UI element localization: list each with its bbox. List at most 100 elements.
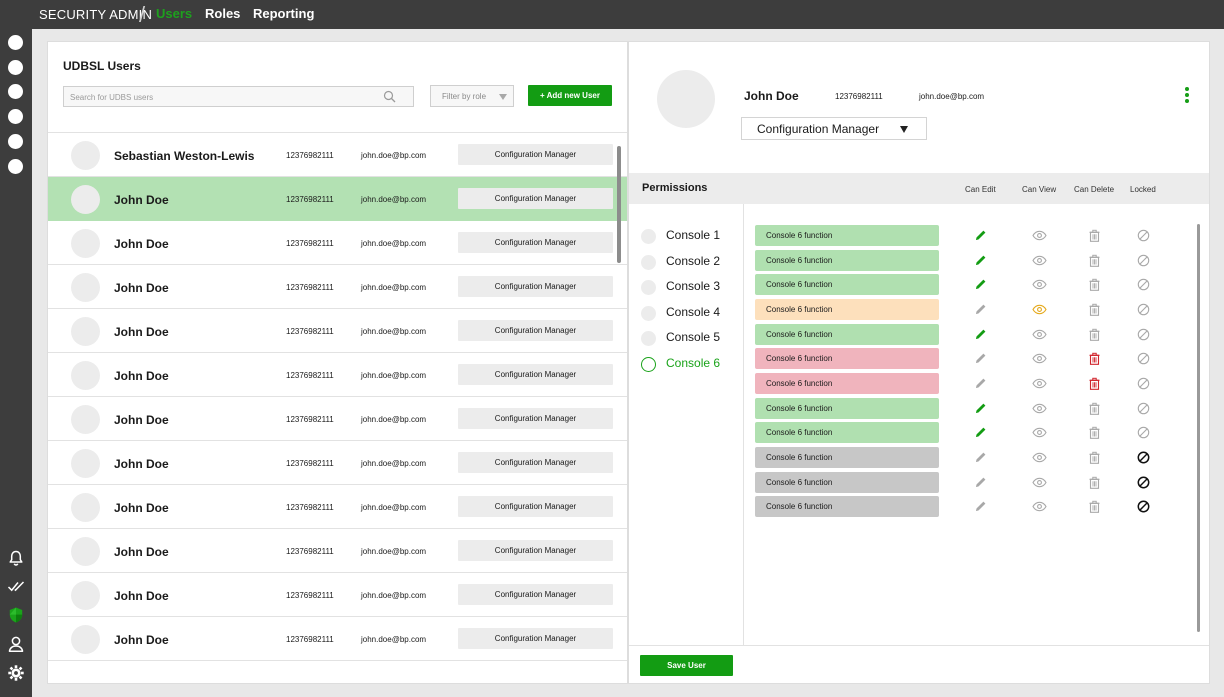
- delete-trash-icon[interactable]: [1087, 376, 1102, 391]
- delete-trash-icon[interactable]: [1087, 425, 1102, 440]
- delete-trash-icon[interactable]: [1087, 253, 1102, 268]
- user-row[interactable]: John Doe 12376982111 john.doe@bp.com Con…: [48, 529, 627, 573]
- edit-pencil-icon[interactable]: [973, 253, 988, 268]
- filter-by-role-dropdown[interactable]: Filter by role: [430, 85, 514, 107]
- add-user-button[interactable]: + Add new User: [528, 85, 612, 106]
- view-eye-icon[interactable]: [1032, 351, 1047, 366]
- delete-trash-icon[interactable]: [1087, 499, 1102, 514]
- locked-icon[interactable]: [1136, 450, 1151, 465]
- locked-icon[interactable]: [1136, 302, 1151, 317]
- function-label[interactable]: Console 6 function: [755, 496, 939, 518]
- user-role-badge[interactable]: Configuration Manager: [458, 628, 613, 649]
- user-role-badge[interactable]: Configuration Manager: [458, 364, 613, 385]
- function-label[interactable]: Console 6 function: [755, 397, 939, 419]
- sidebar-item-5[interactable]: [8, 134, 23, 149]
- sidebar-item-2[interactable]: [8, 60, 23, 75]
- user-row[interactable]: John Doe 12376982111 john.doe@bp.com Con…: [48, 485, 627, 529]
- user-role-badge[interactable]: Configuration Manager: [458, 408, 613, 429]
- function-label[interactable]: Console 6 function: [755, 372, 939, 394]
- user-row[interactable]: John Doe 12376982111 john.doe@bp.com Con…: [48, 353, 627, 397]
- function-label[interactable]: Console 6 function: [755, 348, 939, 370]
- locked-icon[interactable]: [1136, 499, 1151, 514]
- user-row[interactable]: John Doe 12376982111 john.doe@bp.com Con…: [48, 617, 627, 661]
- locked-icon[interactable]: [1136, 475, 1151, 490]
- user-role-badge[interactable]: Configuration Manager: [458, 144, 613, 165]
- delete-trash-icon[interactable]: [1087, 351, 1102, 366]
- user-role-badge[interactable]: Configuration Manager: [458, 320, 613, 341]
- user-role-badge[interactable]: Configuration Manager: [458, 452, 613, 473]
- view-eye-icon[interactable]: [1032, 277, 1047, 292]
- role-select[interactable]: Configuration Manager: [741, 117, 927, 140]
- delete-trash-icon[interactable]: [1087, 401, 1102, 416]
- edit-pencil-icon[interactable]: [973, 351, 988, 366]
- locked-icon[interactable]: [1136, 277, 1151, 292]
- edit-pencil-icon[interactable]: [973, 401, 988, 416]
- edit-pencil-icon[interactable]: [973, 475, 988, 490]
- user-row[interactable]: John Doe 12376982111 john.doe@bp.com Con…: [48, 221, 627, 265]
- user-role-badge[interactable]: Configuration Manager: [458, 540, 613, 561]
- locked-icon[interactable]: [1136, 351, 1151, 366]
- function-label[interactable]: Console 6 function: [755, 323, 939, 345]
- view-eye-icon[interactable]: [1032, 450, 1047, 465]
- delete-trash-icon[interactable]: [1087, 228, 1102, 243]
- edit-pencil-icon[interactable]: [973, 302, 988, 317]
- user-list-scrollbar[interactable]: [617, 146, 621, 263]
- view-eye-icon[interactable]: [1032, 228, 1047, 243]
- sidebar-item-6[interactable]: [8, 159, 23, 174]
- bell-icon[interactable]: [7, 549, 25, 567]
- locked-icon[interactable]: [1136, 228, 1151, 243]
- user-row-selected[interactable]: John Doe 12376982111 john.doe@bp.com Con…: [48, 177, 627, 221]
- view-eye-icon[interactable]: [1032, 327, 1047, 342]
- locked-icon[interactable]: [1136, 401, 1151, 416]
- edit-pencil-icon[interactable]: [973, 425, 988, 440]
- delete-trash-icon[interactable]: [1087, 450, 1102, 465]
- function-label[interactable]: Console 6 function: [755, 446, 939, 468]
- delete-trash-icon[interactable]: [1087, 475, 1102, 490]
- function-label[interactable]: Console 6 function: [755, 249, 939, 271]
- user-role-badge[interactable]: Configuration Manager: [458, 232, 613, 253]
- more-options-icon[interactable]: [1183, 87, 1191, 105]
- function-label[interactable]: Console 6 function: [755, 471, 939, 493]
- view-eye-icon[interactable]: [1032, 376, 1047, 391]
- permissions-scrollbar[interactable]: [1197, 224, 1200, 632]
- shield-icon[interactable]: [7, 606, 25, 624]
- edit-pencil-icon[interactable]: [973, 277, 988, 292]
- edit-pencil-icon[interactable]: [973, 327, 988, 342]
- user-role-badge[interactable]: Configuration Manager: [458, 276, 613, 297]
- view-eye-icon[interactable]: [1032, 302, 1047, 317]
- edit-pencil-icon[interactable]: [973, 376, 988, 391]
- delete-trash-icon[interactable]: [1087, 277, 1102, 292]
- user-row[interactable]: John Doe 12376982111 john.doe@bp.com Con…: [48, 397, 627, 441]
- view-eye-icon[interactable]: [1032, 401, 1047, 416]
- function-label[interactable]: Console 6 function: [755, 225, 939, 246]
- view-eye-icon[interactable]: [1032, 425, 1047, 440]
- locked-icon[interactable]: [1136, 327, 1151, 342]
- gear-icon[interactable]: [7, 664, 25, 682]
- user-role-badge[interactable]: Configuration Manager: [458, 188, 613, 209]
- sidebar-item-4[interactable]: [8, 109, 23, 124]
- sidebar-item-3[interactable]: [8, 84, 23, 99]
- double-check-icon[interactable]: [7, 577, 25, 595]
- locked-icon[interactable]: [1136, 376, 1151, 391]
- edit-pencil-icon[interactable]: [973, 228, 988, 243]
- user-icon[interactable]: [7, 635, 25, 653]
- search-input[interactable]: [64, 88, 374, 107]
- nav-roles[interactable]: Roles: [205, 6, 241, 21]
- function-label[interactable]: Console 6 function: [755, 422, 939, 444]
- view-eye-icon[interactable]: [1032, 253, 1047, 268]
- view-eye-icon[interactable]: [1032, 499, 1047, 514]
- delete-trash-icon[interactable]: [1087, 302, 1102, 317]
- sidebar-item-1[interactable]: [8, 35, 23, 50]
- user-row[interactable]: John Doe 12376982111 john.doe@bp.com Con…: [48, 573, 627, 617]
- user-row[interactable]: Sebastian Weston-Lewis 12376982111 john.…: [48, 133, 627, 177]
- nav-reporting[interactable]: Reporting: [253, 6, 315, 21]
- function-label[interactable]: Console 6 function: [755, 298, 939, 320]
- function-label[interactable]: Console 6 function: [755, 274, 939, 296]
- user-role-badge[interactable]: Configuration Manager: [458, 584, 613, 605]
- locked-icon[interactable]: [1136, 425, 1151, 440]
- user-row[interactable]: John Doe 12376982111 john.doe@bp.com Con…: [48, 441, 627, 485]
- nav-users[interactable]: Users: [156, 6, 193, 21]
- edit-pencil-icon[interactable]: [973, 499, 988, 514]
- user-row[interactable]: John Doe 12376982111 john.doe@bp.com Con…: [48, 265, 627, 309]
- user-row[interactable]: John Doe 12376982111 john.doe@bp.com Con…: [48, 309, 627, 353]
